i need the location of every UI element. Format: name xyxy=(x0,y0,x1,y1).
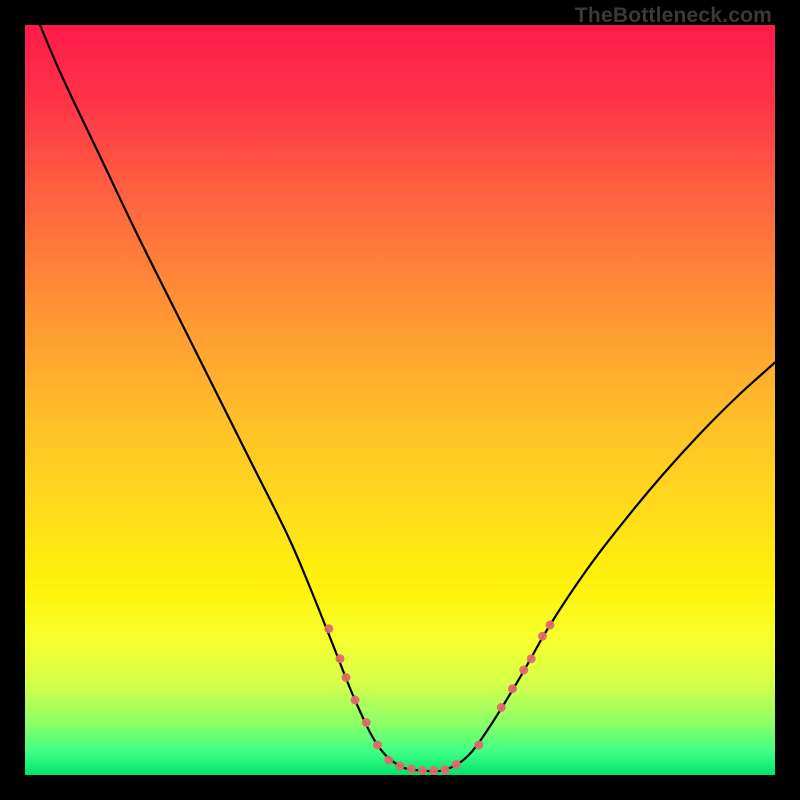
chart-frame: TheBottleneck.com xyxy=(0,0,800,800)
data-point xyxy=(508,684,517,693)
data-point xyxy=(538,632,547,641)
data-point xyxy=(418,766,427,775)
data-point xyxy=(429,766,438,775)
data-point xyxy=(336,654,345,663)
data-point xyxy=(373,741,382,750)
data-point xyxy=(362,718,371,727)
data-point xyxy=(527,654,536,663)
data-point xyxy=(497,703,506,712)
data-point xyxy=(519,666,528,675)
data-point xyxy=(342,673,351,682)
data-point xyxy=(441,765,450,774)
bottleneck-curve xyxy=(40,25,775,771)
data-point xyxy=(351,696,360,705)
data-point xyxy=(474,741,483,750)
chart-svg xyxy=(25,25,775,775)
data-point xyxy=(324,624,333,633)
data-point xyxy=(452,760,461,769)
data-point xyxy=(396,762,405,771)
data-point xyxy=(546,621,555,630)
plot-area xyxy=(25,25,775,775)
data-point xyxy=(384,756,393,765)
data-point xyxy=(407,765,416,774)
watermark-text: TheBottleneck.com xyxy=(575,4,772,28)
